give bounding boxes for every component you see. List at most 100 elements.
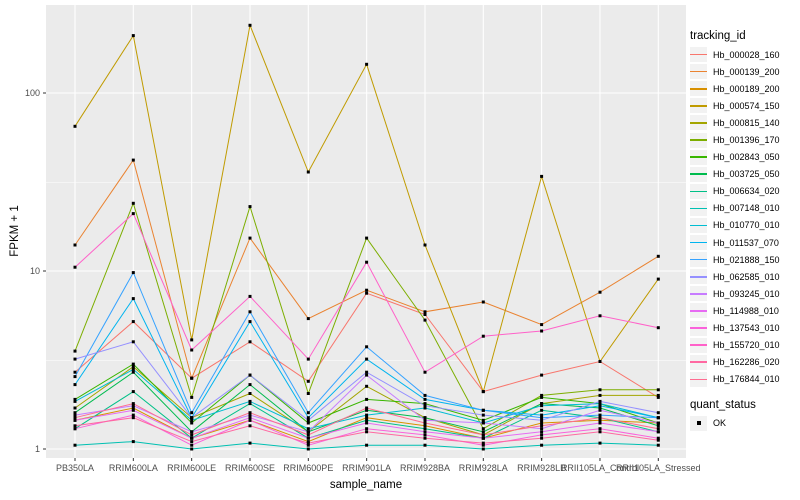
data-point	[73, 397, 77, 401]
data-point	[365, 430, 369, 434]
data-point	[190, 338, 194, 342]
data-point	[73, 243, 77, 247]
data-point	[540, 408, 544, 412]
data-point	[131, 416, 135, 420]
x-tick-label: RRIM928BA	[400, 463, 450, 473]
legend-key-swatch	[690, 132, 707, 148]
data-point	[365, 406, 369, 410]
legend-key-swatch	[690, 64, 707, 80]
data-point	[423, 418, 427, 422]
data-point	[423, 243, 427, 247]
data-point	[306, 418, 310, 422]
legend-item-label: Hb_162286_020	[713, 357, 780, 368]
legend-item: Hb_000139_200	[690, 63, 798, 80]
data-point	[306, 447, 310, 451]
data-point	[365, 418, 369, 422]
x-tick-label: RRIM600LE	[167, 463, 216, 473]
legend-line-icon	[690, 173, 707, 175]
legend-item-label: Hb_003725_050	[713, 169, 780, 180]
data-point	[481, 443, 485, 447]
data-point	[656, 254, 660, 258]
legend-key-swatch	[690, 217, 707, 233]
legend-key-swatch	[690, 354, 707, 370]
data-point	[365, 260, 369, 264]
legend-line-icon	[690, 70, 707, 73]
legend-item: Hb_093245_010	[690, 285, 798, 302]
data-point	[73, 375, 77, 379]
legend-item: Hb_000189_200	[690, 80, 798, 97]
legend-item: Hb_062585_010	[690, 268, 798, 285]
legend-key-swatch	[690, 115, 707, 131]
legend-item: Hb_006634_020	[690, 183, 798, 200]
data-point	[73, 357, 77, 361]
data-point	[598, 430, 602, 434]
legend-title-quant-status: quant_status	[690, 398, 756, 411]
legend-line-icon	[690, 207, 707, 210]
data-point	[481, 418, 485, 422]
data-point	[73, 418, 77, 422]
data-point	[540, 421, 544, 425]
data-point	[423, 402, 427, 406]
legend-line-icon	[690, 53, 707, 56]
data-point	[423, 397, 427, 401]
data-point	[423, 427, 427, 431]
data-point	[248, 413, 252, 417]
data-point	[248, 205, 252, 209]
data-point	[423, 443, 427, 447]
data-point	[190, 443, 194, 447]
legend-item-label: Hb_021888_150	[713, 254, 780, 265]
legend-item-label: Hb_114988_010	[713, 305, 779, 316]
data-point	[306, 443, 310, 447]
x-tick-label: RRII105LA_Stressed	[616, 463, 701, 473]
data-point	[423, 433, 427, 437]
legend-line-icon	[690, 378, 707, 381]
data-point	[656, 395, 660, 399]
data-point	[598, 418, 602, 422]
x-tick-label: PB350LA	[56, 463, 94, 473]
data-point	[598, 427, 602, 431]
legend-key-swatch	[690, 252, 707, 268]
legend-key-swatch	[690, 98, 707, 114]
data-point	[598, 360, 602, 363]
x-tick-label: RRIM600PE	[283, 463, 333, 473]
legend-item: Hb_001396_170	[690, 131, 798, 148]
data-point	[540, 174, 544, 178]
data-point	[598, 408, 602, 412]
data-point	[423, 436, 427, 440]
data-point	[540, 413, 544, 417]
data-point	[365, 408, 369, 412]
data-point	[423, 370, 427, 374]
data-point	[423, 421, 427, 425]
data-point	[131, 404, 135, 408]
data-point	[656, 436, 660, 440]
legend-line-icon	[690, 105, 707, 107]
legend-item-label: Hb_155720_010	[713, 340, 780, 351]
data-point	[481, 441, 485, 445]
data-point	[423, 318, 427, 322]
data-point	[73, 383, 77, 387]
data-point	[73, 413, 77, 417]
data-point	[365, 62, 369, 66]
legend-item-label: Hb_000139_200	[713, 66, 780, 77]
legend-line-icon	[690, 139, 707, 141]
data-point	[73, 411, 77, 415]
legend-item-label: Hb_000815_140	[713, 117, 780, 128]
data-point	[481, 300, 485, 304]
data-point	[656, 424, 660, 428]
legend-line-icon	[690, 293, 707, 295]
data-point	[481, 421, 485, 425]
data-point	[131, 297, 135, 301]
data-point	[540, 329, 544, 333]
legend-item: Hb_114988_010	[690, 302, 798, 319]
legend-item: Hb_011537_070	[690, 234, 798, 251]
data-point	[365, 345, 369, 349]
data-point	[540, 418, 544, 422]
data-point	[306, 436, 310, 440]
data-point	[656, 427, 660, 431]
data-point	[598, 388, 602, 392]
data-point	[598, 404, 602, 408]
legend-item-label: Hb_001396_170	[713, 135, 780, 146]
data-point	[365, 236, 369, 240]
data-point	[248, 310, 252, 314]
